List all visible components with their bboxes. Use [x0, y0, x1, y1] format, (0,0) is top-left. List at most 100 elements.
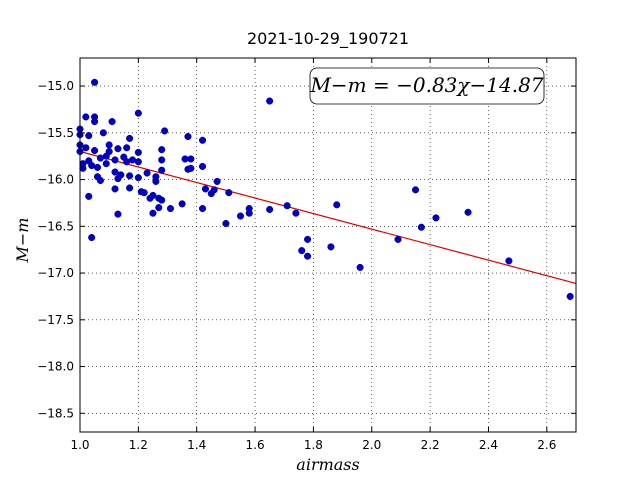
data-point	[155, 204, 163, 212]
x-tick-label: 1.6	[246, 438, 265, 452]
data-point	[114, 145, 122, 153]
data-point	[184, 132, 192, 141]
data-point	[111, 185, 119, 193]
data-point	[88, 161, 96, 170]
data-point	[96, 176, 104, 185]
fit-line	[79, 150, 577, 285]
x-tick-label: 1.2	[129, 438, 148, 452]
chart-title: 2021-10-29_190721	[247, 29, 409, 49]
data-point	[266, 205, 274, 214]
data-point	[105, 141, 113, 149]
y-tick-label: −16.5	[37, 219, 74, 233]
y-axis-ticks: −15.0 −15.5 −16.0 −16.5 −17.0 −17.5 −18.0 −18.5	[37, 79, 576, 420]
data-point	[201, 185, 210, 193]
data-point	[566, 292, 574, 300]
data-point	[134, 174, 142, 182]
data-points	[76, 78, 574, 300]
y-tick-label: −15.0	[37, 79, 74, 93]
data-point	[158, 166, 166, 174]
data-point	[198, 162, 207, 171]
data-point	[126, 172, 134, 180]
data-point	[298, 247, 306, 255]
x-tick-label: 1.8	[304, 438, 323, 452]
data-point	[198, 204, 207, 213]
data-point	[149, 209, 157, 217]
x-tick-label: 1.4	[187, 438, 206, 452]
x-tick-label: 1.0	[70, 438, 89, 452]
data-point	[505, 257, 513, 265]
x-tick-label: 2.2	[421, 438, 440, 452]
data-point	[91, 147, 99, 155]
data-point	[93, 163, 102, 171]
data-point	[225, 189, 233, 197]
data-point	[187, 164, 195, 172]
data-point	[411, 186, 420, 194]
data-point	[283, 202, 291, 210]
data-point	[88, 233, 96, 242]
y-axis-label: M−m	[13, 218, 32, 264]
data-point	[198, 136, 207, 144]
data-point	[152, 177, 160, 185]
data-point	[304, 235, 312, 243]
data-point	[123, 158, 131, 166]
data-point	[158, 146, 166, 154]
data-point	[105, 147, 113, 156]
data-point	[187, 155, 195, 163]
data-point	[111, 168, 119, 176]
legend-box	[309, 67, 545, 105]
data-point	[292, 209, 300, 217]
data-point	[143, 169, 151, 177]
y-tick-label: −15.5	[37, 126, 74, 140]
data-point	[79, 160, 87, 168]
y-tick-label: −18.5	[37, 406, 74, 420]
data-point	[327, 243, 335, 251]
data-point	[96, 154, 104, 162]
y-tick-label: −16.0	[37, 173, 74, 187]
data-point	[236, 212, 245, 220]
data-point	[85, 132, 93, 140]
data-point	[134, 158, 142, 166]
data-point	[266, 97, 274, 105]
x-tick-label: 2.0	[362, 438, 381, 452]
data-point	[128, 156, 137, 164]
x-axis-ticks: 1.0 1.2 1.4 1.6 1.8 2.0 2.2 2.4 2.6	[70, 58, 556, 452]
fit-equation: M−m = −0.83χ−14.87	[309, 73, 543, 97]
data-point	[464, 208, 472, 216]
data-point	[126, 134, 134, 142]
data-point	[222, 219, 230, 228]
data-point	[158, 196, 166, 204]
data-point	[117, 171, 125, 179]
data-point	[82, 113, 90, 121]
data-point	[166, 204, 174, 213]
data-point	[123, 144, 131, 152]
y-tick-label: −17.5	[37, 313, 74, 327]
data-point	[213, 177, 221, 185]
data-point	[82, 144, 90, 152]
data-point	[111, 156, 119, 164]
data-point	[108, 118, 116, 126]
data-point	[432, 214, 440, 222]
y-tick-label: −17.0	[37, 266, 74, 280]
plot-frame	[79, 57, 577, 433]
data-point	[126, 184, 134, 192]
data-point	[394, 235, 402, 243]
data-point	[91, 78, 99, 86]
data-point	[140, 189, 148, 197]
data-point	[245, 209, 253, 217]
data-point	[102, 160, 110, 168]
x-tick-label: 2.6	[537, 438, 556, 452]
y-tick-label: −18.0	[37, 360, 74, 374]
data-point	[210, 186, 218, 194]
data-point	[161, 127, 169, 135]
x-axis-label: airmass	[296, 455, 359, 474]
data-point	[99, 129, 107, 137]
data-point	[178, 200, 186, 208]
data-point	[85, 192, 93, 200]
data-point	[114, 210, 122, 218]
data-point	[417, 223, 425, 231]
fit-legend: M−m = −0.83χ−14.87	[309, 67, 545, 105]
data-point	[356, 263, 364, 271]
data-point	[134, 109, 142, 117]
data-point	[304, 252, 312, 260]
